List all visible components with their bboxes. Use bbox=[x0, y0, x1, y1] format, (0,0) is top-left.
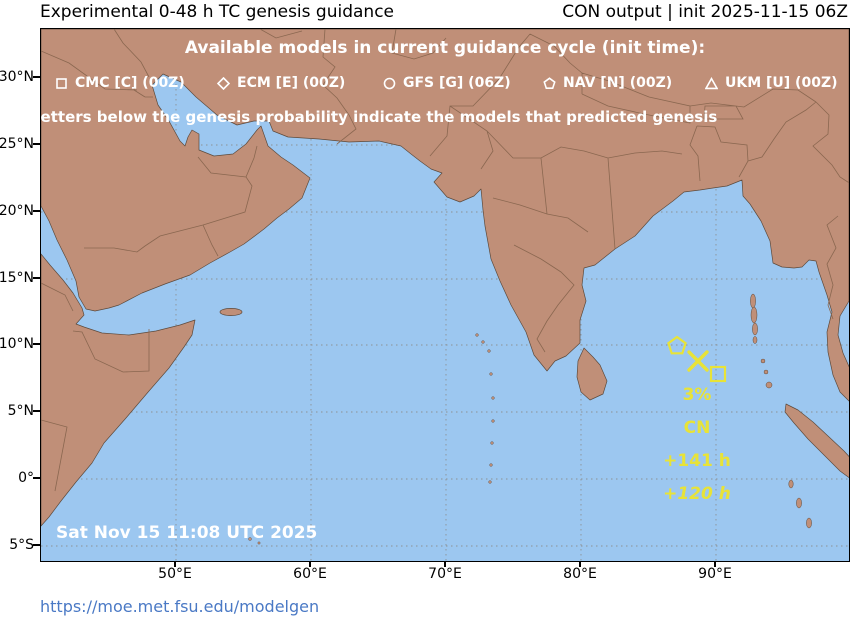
lat-label: 15°N bbox=[0, 270, 34, 286]
lat-label: 5°N bbox=[7, 403, 34, 419]
axis-tick bbox=[714, 561, 716, 567]
legend-item-label: GFS [G] (06Z) bbox=[403, 75, 511, 91]
legend-item-gfs: GFS [G] (06Z) bbox=[383, 75, 511, 91]
lat-label: 5°S bbox=[9, 537, 34, 553]
legend-item-nav: NAV [N] (00Z) bbox=[543, 75, 672, 91]
axis-tick bbox=[33, 277, 40, 279]
square-icon bbox=[56, 77, 67, 89]
genesis-x-marker bbox=[687, 350, 709, 372]
map: Available models in current guidance cyc… bbox=[40, 28, 850, 562]
genesis-pentagon-marker bbox=[667, 335, 687, 355]
map-canvas bbox=[41, 29, 849, 561]
pentagon-icon bbox=[543, 76, 556, 89]
axis-tick bbox=[33, 210, 40, 212]
legend-heading: Available models in current guidance cyc… bbox=[184, 38, 706, 58]
islands-andaman-nicobar bbox=[750, 293, 773, 389]
island-sri-lanka bbox=[576, 347, 608, 401]
init-info: CON output | init 2025-11-15 06Z bbox=[562, 2, 848, 22]
country-borders bbox=[41, 29, 849, 492]
axis-tick bbox=[33, 410, 40, 412]
genesis-markers bbox=[667, 335, 727, 383]
lat-label: 0° bbox=[18, 470, 34, 486]
axis-tick bbox=[174, 561, 176, 567]
map-timestamp: Sat Nov 15 11:08 UTC 2025 bbox=[56, 523, 318, 543]
island-sumatra bbox=[784, 403, 849, 479]
genesis-models: CN bbox=[683, 418, 711, 438]
lat-label: 30°N bbox=[0, 69, 34, 85]
legend-item-ecm: ECM [E] (00Z) bbox=[217, 75, 345, 91]
legend-item-cmc: CMC [C] (00Z) bbox=[55, 75, 185, 91]
lon-label: 70°E bbox=[428, 566, 462, 582]
axis-tick bbox=[33, 143, 40, 145]
legend-item-label: CMC [C] (00Z) bbox=[75, 75, 185, 91]
axis-tick bbox=[33, 477, 40, 479]
lon-label: 60°E bbox=[293, 566, 327, 582]
footer-url[interactable]: https://moe.met.fsu.edu/modelgen bbox=[40, 597, 320, 616]
diamond-icon bbox=[217, 76, 230, 90]
legend-item-ukm: UKM [U] (00Z) bbox=[705, 75, 838, 91]
genesis-square-marker bbox=[709, 365, 727, 383]
landmass-africa bbox=[41, 253, 196, 527]
islands-seychelles bbox=[248, 537, 261, 545]
axis-tick bbox=[33, 544, 40, 546]
islands-mentawai bbox=[788, 479, 812, 529]
genesis-probability: 3% bbox=[682, 385, 712, 405]
axis-tick bbox=[444, 561, 446, 567]
lat-label: 25°N bbox=[0, 136, 34, 152]
circle-icon bbox=[383, 77, 396, 89]
island-socotra bbox=[219, 308, 243, 316]
triangle-icon bbox=[705, 76, 718, 89]
legend-item-label: ECM [E] (00Z) bbox=[237, 75, 346, 91]
lon-label: 50°E bbox=[158, 566, 192, 582]
axis-tick bbox=[579, 561, 581, 567]
axis-tick bbox=[309, 561, 311, 567]
axis-tick bbox=[33, 76, 40, 78]
legend-item-label: UKM [U] (00Z) bbox=[725, 75, 838, 91]
lon-label: 90°E bbox=[698, 566, 732, 582]
axis-tick bbox=[33, 343, 40, 345]
genesis-lead-time: +141 h bbox=[663, 451, 731, 471]
lat-label: 10°N bbox=[0, 336, 34, 352]
land bbox=[41, 29, 849, 545]
lon-label: 80°E bbox=[563, 566, 597, 582]
lat-label: 20°N bbox=[0, 203, 34, 219]
landmass-asia bbox=[41, 29, 849, 402]
guidance-note: Letters below the genesis probability in… bbox=[40, 108, 718, 126]
genesis-valid-time: +120 h bbox=[663, 484, 731, 504]
islands-maldives-lakshadweep bbox=[475, 333, 495, 484]
page-title: Experimental 0-48 h TC genesis guidance bbox=[40, 2, 394, 22]
legend-item-label: NAV [N] (00Z) bbox=[563, 75, 673, 91]
